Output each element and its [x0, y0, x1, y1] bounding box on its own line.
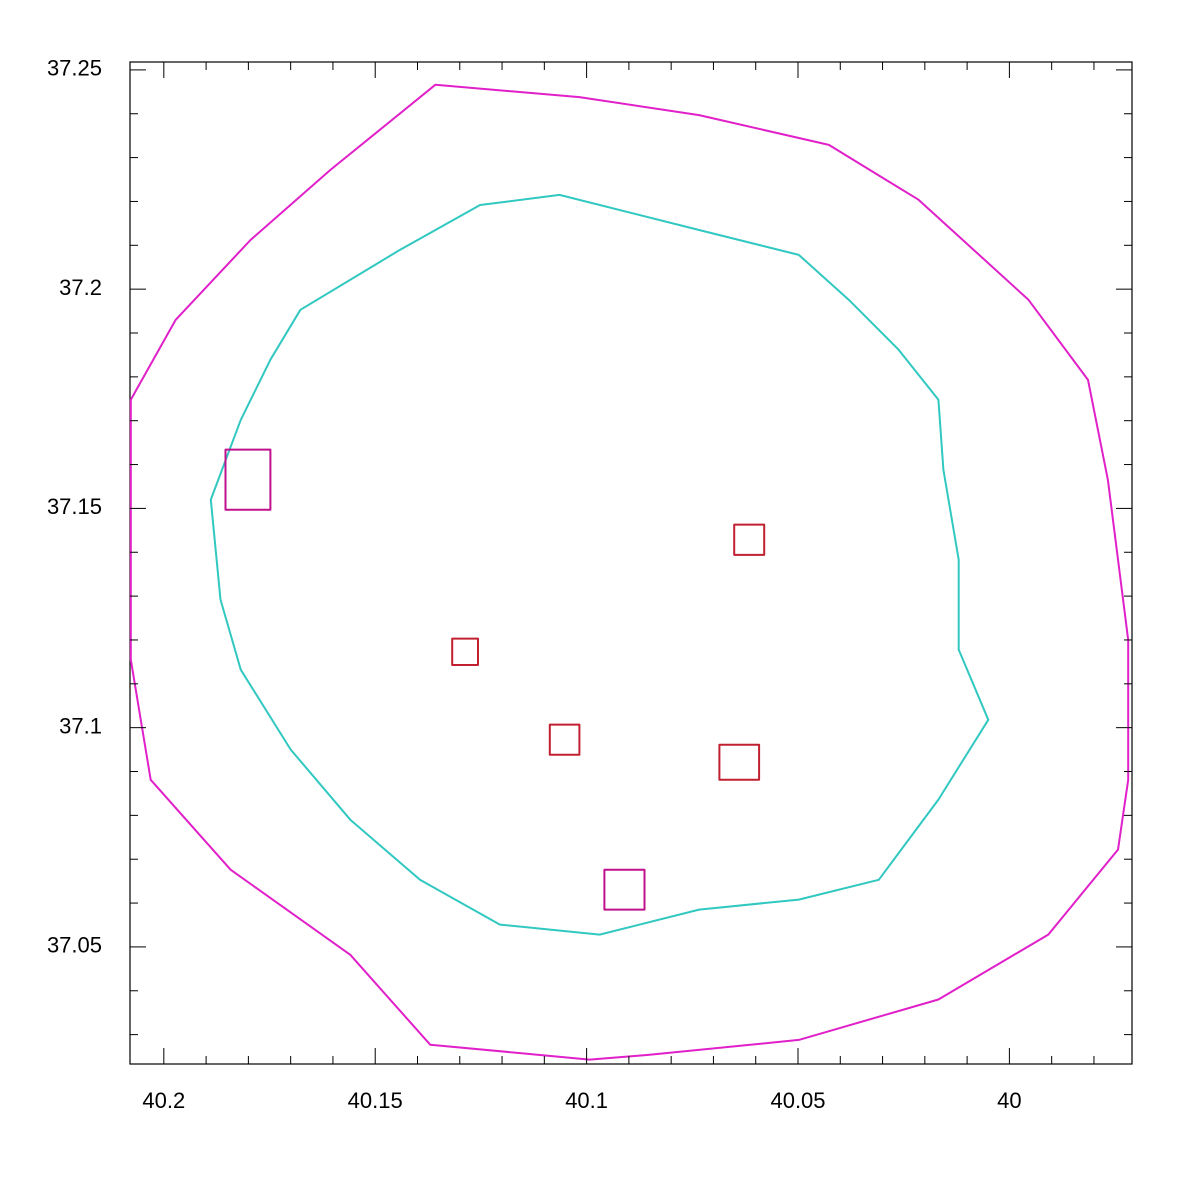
x-tick-label: 40.15: [348, 1088, 403, 1113]
x-tick-label: 40.05: [770, 1088, 825, 1113]
contour-line: [129, 83, 1130, 1061]
x-tick-label: 40: [997, 1088, 1021, 1113]
y-tick-label: 37.1: [59, 713, 102, 738]
contour-line: [718, 743, 761, 781]
contour-line: [451, 637, 479, 666]
contour-line: [209, 193, 990, 936]
y-tick-label: 37.15: [47, 494, 102, 519]
contour-line: [548, 723, 581, 756]
x-tick-label: 40.1: [565, 1088, 608, 1113]
contour-line: [603, 868, 646, 911]
contour-line: [733, 523, 766, 556]
y-tick-label: 37.05: [47, 933, 102, 958]
y-tick-label: 37.25: [47, 56, 102, 81]
x-tick-label: 40.2: [142, 1088, 185, 1113]
y-tick-label: 37.2: [59, 275, 102, 300]
contour-line: [224, 448, 272, 511]
